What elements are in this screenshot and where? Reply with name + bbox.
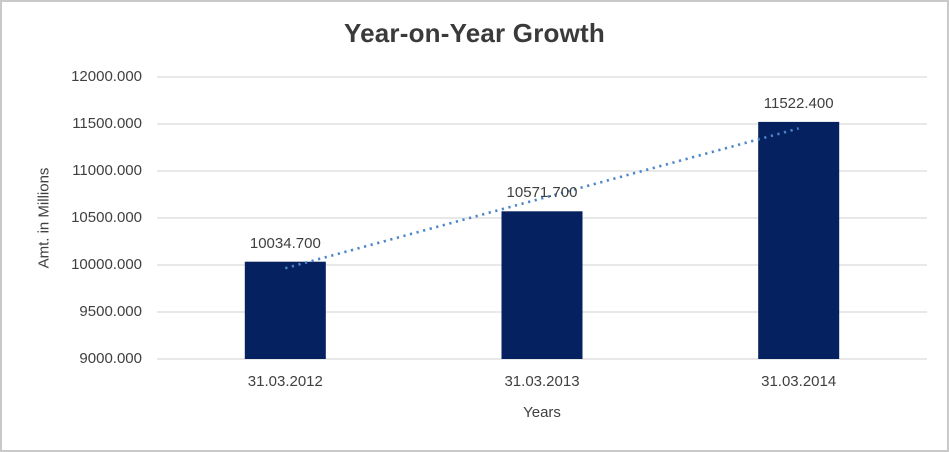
trendline [284, 127, 800, 270]
bar [758, 121, 840, 360]
bar-value-label: 11522.400 [763, 94, 834, 112]
bar-value-label: 10571.700 [506, 184, 578, 202]
bar-value-label: 10034.700 [249, 234, 321, 252]
bar [501, 211, 583, 359]
y-tick-label: 12000.000 [71, 68, 142, 85]
y-tick-label: 9000.000 [79, 350, 142, 367]
y-tick-label: 10500.000 [71, 209, 142, 226]
x-tick-label: 31.03.2012 [247, 373, 323, 390]
y-tick-label: 9500.000 [79, 303, 142, 320]
y-tick-label: 11000.000 [72, 162, 142, 179]
y-tick-label: 11500.000 [72, 115, 142, 132]
y-axis-title: Amt. in Millions [35, 167, 53, 269]
bar [244, 261, 326, 359]
y-tick-label: 10000.000 [71, 256, 142, 273]
x-axis-title: Years [523, 404, 561, 421]
chart-title: Year-on-Year Growth [344, 18, 605, 48]
x-tick-label: 31.03.2014 [761, 373, 837, 390]
x-tick-label: 31.03.2013 [504, 373, 580, 390]
